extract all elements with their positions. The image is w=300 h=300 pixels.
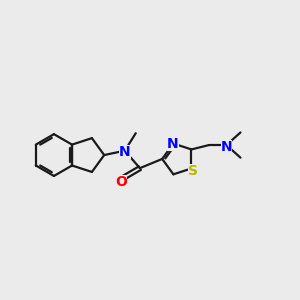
Text: N: N [220,140,232,154]
Text: N: N [119,145,130,159]
Text: N: N [167,137,178,151]
Text: S: S [188,164,198,178]
Text: O: O [115,175,127,188]
